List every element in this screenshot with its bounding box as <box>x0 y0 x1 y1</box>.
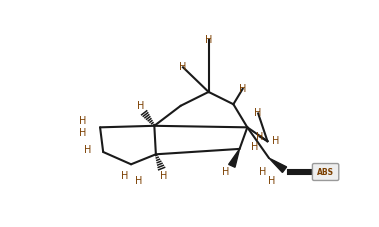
Text: H: H <box>251 142 259 152</box>
Text: H: H <box>205 35 212 45</box>
Text: H: H <box>160 171 167 181</box>
Text: ABS: ABS <box>317 168 334 177</box>
Text: H: H <box>239 84 246 94</box>
Text: H: H <box>179 62 187 72</box>
Text: H: H <box>79 128 87 138</box>
Text: H: H <box>259 167 266 177</box>
Text: H: H <box>256 132 263 142</box>
Polygon shape <box>229 149 240 167</box>
Text: H: H <box>121 171 128 181</box>
Text: H: H <box>268 176 276 186</box>
Text: H: H <box>135 176 143 186</box>
FancyBboxPatch shape <box>312 163 339 180</box>
Text: H: H <box>273 136 280 146</box>
Text: H: H <box>137 101 144 111</box>
Text: H: H <box>254 109 262 118</box>
Text: H: H <box>222 167 229 177</box>
Text: H: H <box>84 146 91 155</box>
Polygon shape <box>269 158 287 173</box>
Text: H: H <box>79 116 87 126</box>
